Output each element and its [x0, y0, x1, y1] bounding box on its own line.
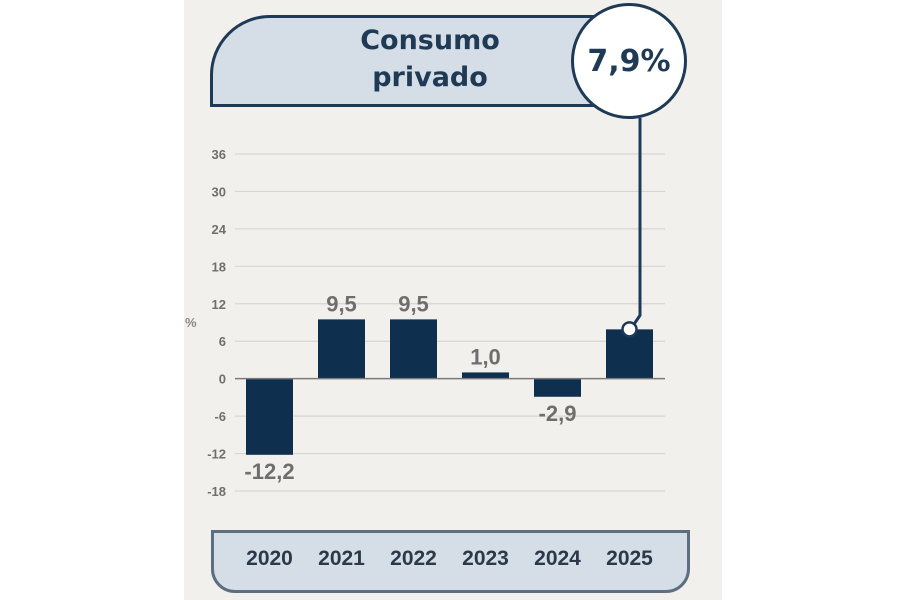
bar-2021: [318, 319, 365, 379]
y-tick-label: -6: [214, 409, 226, 424]
chart-title: Consumo privado: [300, 22, 560, 96]
x-tick-label-2022: 2022: [390, 547, 437, 570]
title-banner: [210, 15, 610, 107]
x-tick-label-2023: 2023: [462, 547, 509, 570]
highlight-value-badge: 7,9%: [571, 3, 687, 119]
data-label-2022: 9,5: [398, 291, 429, 316]
bar-2022: [390, 319, 437, 379]
bar-2023: [462, 372, 509, 379]
callout-marker: [621, 321, 638, 338]
x-tick-label-2024: 2024: [534, 547, 581, 570]
y-tick-label: 0: [219, 372, 226, 387]
y-tick-label: 30: [212, 184, 226, 199]
bars: [246, 319, 653, 455]
y-tick-label: 12: [212, 297, 226, 312]
data-labels: -12,2 9,5 9,5 1,0 -2,9: [244, 291, 576, 483]
callout: [621, 118, 642, 338]
y-axis-ticks: 36 30 24 18 12 6 0 -6 -12 -18: [207, 147, 227, 499]
y-tick-label: -12: [207, 447, 226, 462]
y-axis-unit-label: %: [185, 315, 197, 330]
y-tick-label: 36: [212, 147, 226, 162]
x-tick-label-2025: 2025: [606, 547, 653, 570]
x-tick-label-2020: 2020: [246, 547, 293, 570]
chart-title-line-1: Consumo: [360, 25, 500, 56]
gridlines: [235, 153, 665, 492]
chart-title-line-2: privado: [372, 62, 488, 93]
data-label-2023: 1,0: [470, 344, 501, 369]
y-tick-label: 18: [212, 259, 226, 274]
callout-line: [631, 118, 642, 328]
y-tick-label: -18: [207, 484, 226, 499]
data-label-2021: 9,5: [326, 291, 357, 316]
y-tick-label: 24: [212, 222, 227, 237]
bar-2024: [534, 378, 581, 397]
data-label-2024: -2,9: [539, 401, 577, 426]
x-tick-label-2021: 2021: [318, 547, 365, 570]
data-label-2020: -12,2: [244, 459, 294, 484]
bar-2020: [246, 378, 293, 455]
y-tick-label: 6: [219, 334, 226, 349]
x-axis-year-banner: [211, 530, 690, 593]
